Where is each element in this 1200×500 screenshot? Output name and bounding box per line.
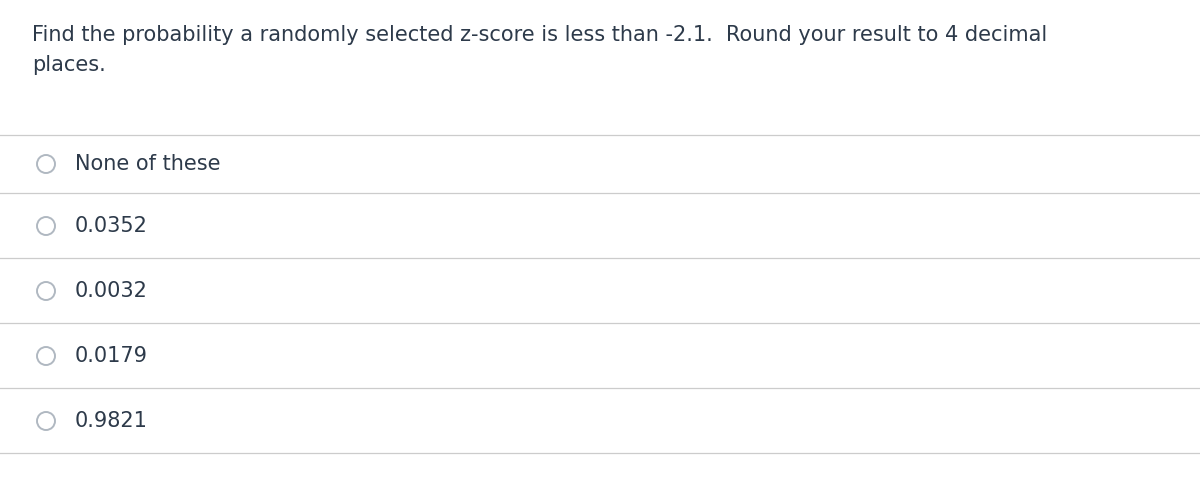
Text: 0.0179: 0.0179: [74, 346, 148, 366]
Text: Find the probability a randomly selected z-score is less than -2.1.  Round your : Find the probability a randomly selected…: [32, 25, 1048, 45]
Text: 0.9821: 0.9821: [74, 411, 148, 431]
Text: places.: places.: [32, 55, 106, 75]
Text: None of these: None of these: [74, 154, 221, 174]
Text: 0.0032: 0.0032: [74, 281, 148, 301]
Text: 0.0352: 0.0352: [74, 216, 148, 236]
